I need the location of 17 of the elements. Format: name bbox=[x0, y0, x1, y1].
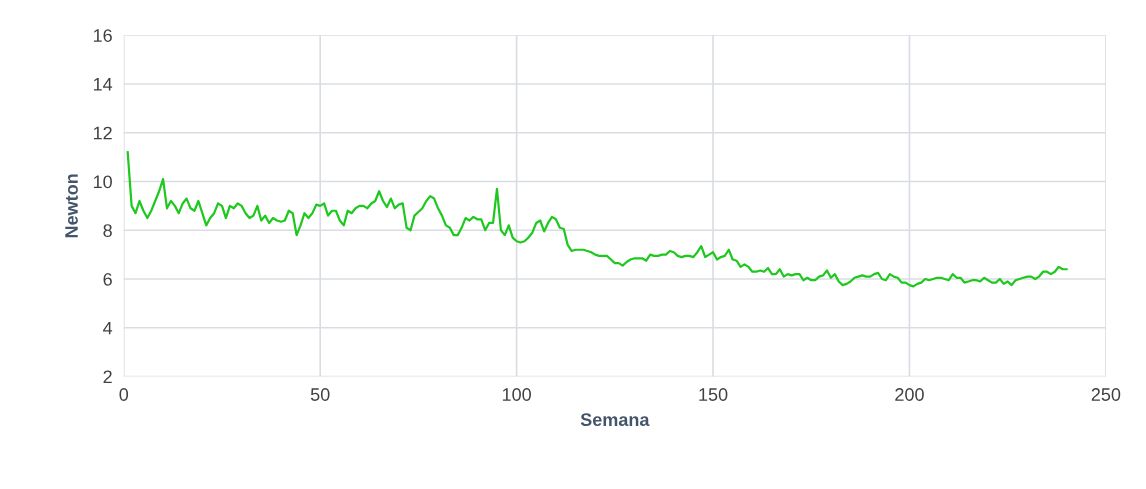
y-tick-label: 8 bbox=[103, 224, 112, 237]
y-tick-label: 4 bbox=[103, 321, 113, 335]
y-axis-title: Newton bbox=[65, 174, 78, 238]
y-tick-label: 16 bbox=[93, 29, 112, 42]
x-tick-label: 0 bbox=[119, 388, 129, 401]
y-tick-label: 6 bbox=[103, 272, 112, 286]
y-tick-label: 2 bbox=[103, 370, 112, 384]
y-tick-label: 14 bbox=[93, 78, 113, 91]
y-tick-label: 12 bbox=[93, 126, 112, 140]
x-tick-label: 200 bbox=[895, 388, 924, 401]
x-tick-label: 250 bbox=[1091, 388, 1121, 401]
x-tick-label: 150 bbox=[699, 388, 728, 401]
y-tick-label: 10 bbox=[93, 175, 112, 189]
x-tick-label: 100 bbox=[502, 388, 531, 401]
x-tick-label: 50 bbox=[310, 388, 330, 401]
line-series bbox=[126, 151, 1068, 288]
x-axis-title: Semana bbox=[580, 413, 650, 427]
